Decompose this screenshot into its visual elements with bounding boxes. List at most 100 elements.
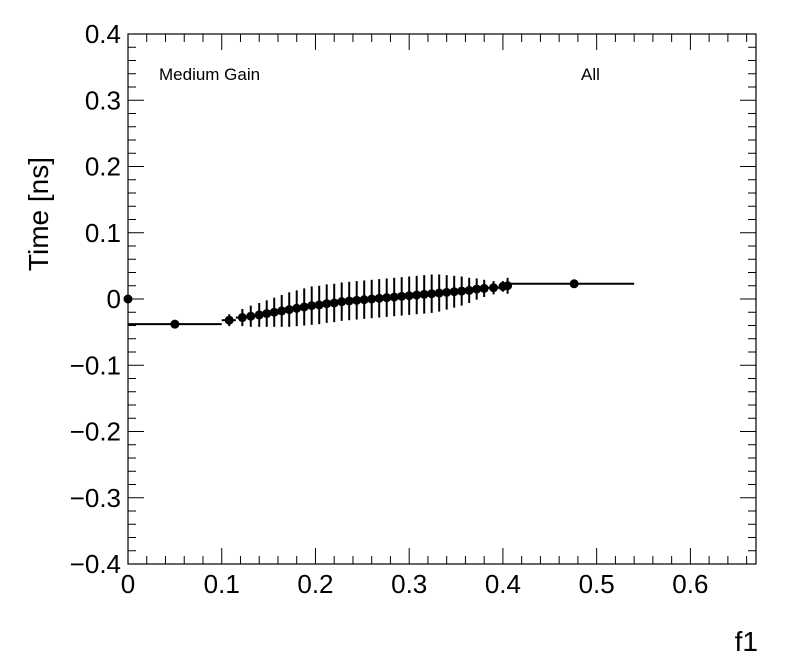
- x-tick-label: 0.1: [204, 569, 240, 599]
- y-tick-label: 0.1: [85, 218, 121, 248]
- point-marker: [254, 310, 264, 320]
- x-tick-label: 0.6: [672, 569, 708, 599]
- data-point: [464, 277, 474, 303]
- data-point: [419, 275, 429, 314]
- point-marker: [382, 293, 392, 303]
- data-point: [457, 276, 467, 306]
- point-marker: [170, 319, 180, 329]
- data-point: [389, 277, 399, 317]
- point-marker: [292, 303, 302, 313]
- data-point: [352, 281, 362, 320]
- data-point: [314, 285, 324, 325]
- point-marker: [489, 283, 499, 293]
- point-marker: [322, 299, 332, 309]
- data-point: [123, 294, 133, 304]
- point-marker: [442, 287, 452, 297]
- y-axis-title: Time [ns]: [23, 157, 54, 271]
- data-point: [509, 279, 635, 289]
- data-point: [479, 279, 489, 298]
- data-point: [269, 297, 279, 327]
- data-point: [374, 279, 384, 318]
- y-tick-label: 0: [107, 284, 121, 314]
- data-point: [284, 292, 294, 327]
- point-marker: [419, 289, 429, 299]
- y-tick-label: −0.1: [70, 350, 121, 380]
- data-point: [449, 275, 459, 308]
- annotation-all: All: [581, 65, 600, 84]
- y-tick-label: 0.4: [85, 19, 121, 49]
- data-point: [367, 279, 377, 319]
- data-point: [442, 275, 452, 310]
- data-point: [221, 314, 236, 327]
- point-marker: [337, 297, 347, 307]
- point-marker: [329, 298, 339, 308]
- point-marker: [397, 291, 407, 301]
- point-marker: [374, 293, 384, 303]
- point-marker: [464, 285, 474, 295]
- data-point: [337, 282, 347, 321]
- point-marker: [449, 287, 459, 297]
- data-point: [299, 288, 309, 326]
- point-marker: [472, 284, 482, 294]
- data-point: [329, 283, 339, 323]
- data-point: [254, 302, 264, 327]
- point-marker: [344, 296, 354, 306]
- data-point: [128, 319, 222, 329]
- point-marker: [389, 292, 399, 302]
- x-tick-label: 0: [121, 569, 135, 599]
- y-tick-label: 0.3: [85, 85, 121, 115]
- annotation-medium-gain: Medium Gain: [159, 65, 260, 84]
- x-tick-labels: 0 0.1 0.2 0.3 0.4 0.5 0.6: [121, 569, 709, 599]
- point-marker: [412, 290, 422, 300]
- data-point: [246, 305, 256, 327]
- data-point: [503, 277, 513, 294]
- data-point: [277, 295, 287, 327]
- data-point: [427, 274, 437, 313]
- data-points: [123, 274, 635, 329]
- data-point: [235, 308, 247, 327]
- axis-ticks: [127, 33, 756, 565]
- point-marker: [457, 286, 467, 296]
- point-marker: [224, 315, 234, 325]
- point-marker: [569, 279, 579, 289]
- data-point: [322, 284, 332, 323]
- point-marker: [246, 311, 256, 321]
- point-marker: [299, 302, 309, 312]
- point-marker: [479, 283, 489, 293]
- data-point: [404, 276, 414, 315]
- data-point: [434, 274, 444, 312]
- y-tick-label: 0.2: [85, 152, 121, 182]
- data-point: [487, 281, 500, 295]
- data-point: [412, 275, 422, 315]
- data-point: [307, 286, 317, 325]
- point-marker: [123, 294, 133, 304]
- y-tick-labels: −0.4 −0.3 −0.2 −0.1 0 0.1 0.2 0.3 0.4: [70, 19, 121, 579]
- point-marker: [307, 301, 317, 311]
- point-marker: [237, 313, 247, 323]
- point-marker: [352, 295, 362, 305]
- x-tick-label: 0.4: [485, 569, 521, 599]
- data-point: [382, 278, 392, 317]
- x-tick-label: 0.3: [391, 569, 427, 599]
- point-marker: [503, 281, 513, 291]
- y-tick-label: −0.2: [70, 417, 121, 447]
- point-marker: [427, 289, 437, 299]
- point-marker: [404, 291, 414, 301]
- point-marker: [314, 300, 324, 310]
- point-marker: [262, 309, 272, 319]
- plot-frame: [127, 33, 757, 565]
- x-axis-title: f1: [735, 626, 758, 657]
- point-marker: [359, 295, 369, 305]
- y-tick-label: −0.4: [70, 549, 121, 579]
- point-marker: [367, 294, 377, 304]
- data-point: [262, 300, 272, 327]
- x-tick-label: 0.5: [579, 569, 615, 599]
- point-marker: [269, 307, 279, 317]
- data-point: [359, 280, 369, 319]
- point-marker: [277, 306, 287, 316]
- data-point: [344, 281, 354, 321]
- data-point: [397, 277, 407, 316]
- point-marker: [434, 288, 444, 298]
